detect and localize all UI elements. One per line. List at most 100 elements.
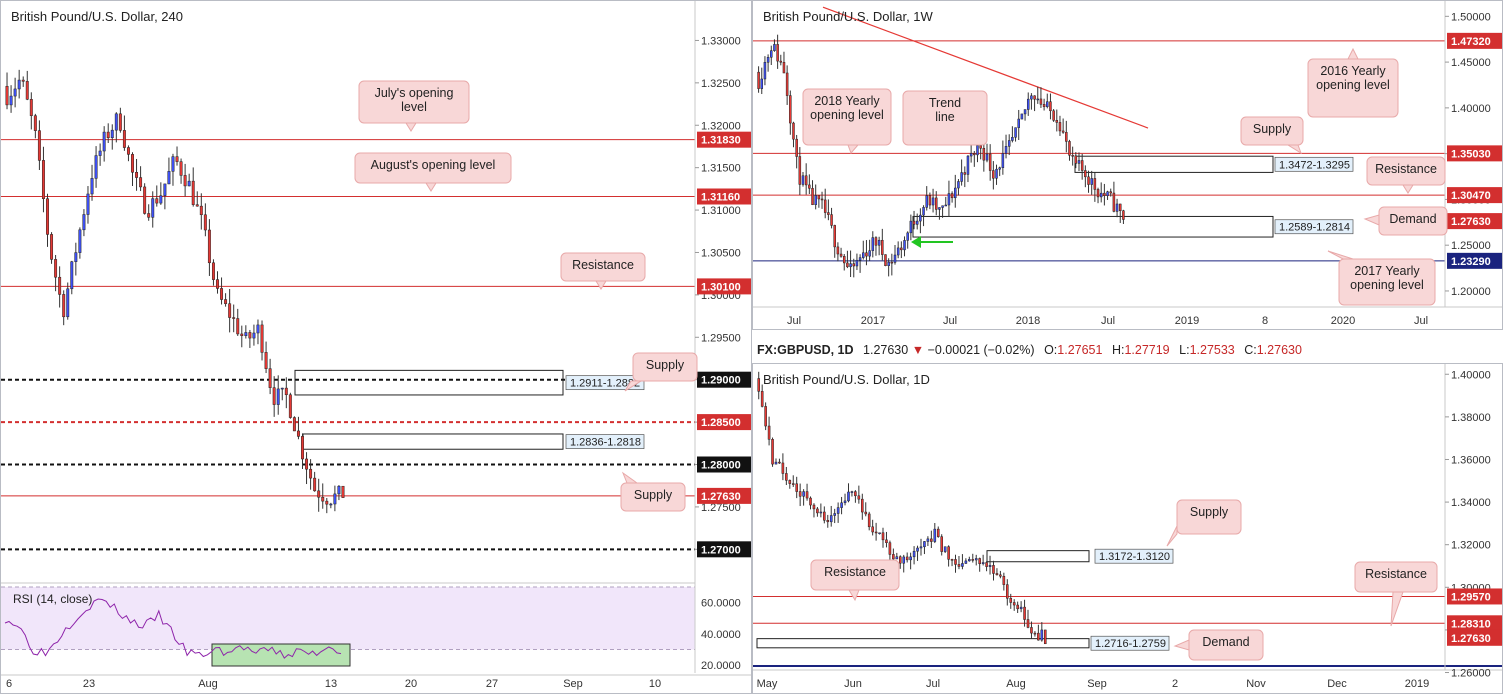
down-arrow-icon: ▼ [911,343,925,357]
weekly-chart[interactable]: 1.3472-1.3295 1.2589-1.2814 1.50000 1.45000… [753,1,1503,330]
candle-body [1009,598,1013,603]
time-tick-label: 2019 [1175,315,1199,327]
candle-body [888,542,892,555]
weekly-chart-panel[interactable]: 1.3472-1.3295 1.2589-1.2814 1.50000 1.45000… [752,0,1503,330]
candle-body [1103,192,1106,196]
callout-trendline-text: Trend [929,96,961,110]
candle-body [268,368,272,388]
callout-july-opening-text: level [401,100,427,114]
candle-body [773,44,776,51]
candle-body [325,500,329,505]
zone-rect [756,638,1090,649]
callout-resistance-left-text: Resistance [824,565,886,579]
candle-body [930,538,933,542]
candle-body [33,115,37,131]
candle-body [94,155,98,179]
candle-body [106,131,110,139]
candle-body [46,198,49,235]
candle-body [852,263,856,267]
candle-body [126,147,130,155]
candle-body [839,253,843,257]
h4-chart-title: British Pound/U.S. Dollar, 240 [11,9,183,24]
candle-body [906,232,909,241]
candle-body [155,198,159,204]
candle-body [776,44,779,62]
callout-2016-opening-text: 2016 Yearly [1320,64,1386,78]
candle-body [1058,122,1062,132]
symbol-header: FX:GBPUSD, 1D 1.27630 ▼ −0.00021 (−0.02%… [757,343,1502,361]
price-label: 1.47320 [1451,36,1491,48]
candle-body [816,508,819,514]
candle-body [74,252,78,262]
price-tick-label: 1.32500 [701,78,741,90]
candle-body [1043,629,1047,645]
candle-body [964,560,968,564]
candle-body [836,246,840,255]
candle-body [321,496,325,502]
candle-body [757,71,760,89]
h4-chart[interactable]: 1.2911-1.2882 1.2836-1.2818 RSI (14, close… [1,1,752,694]
callout-demand-pointer [1173,639,1190,651]
candle-body [954,559,957,565]
callout-supply [1240,116,1304,146]
candle-body [934,197,938,210]
candle-body [847,491,850,502]
open-label: O: [1044,343,1058,357]
price-tick-label: 1.26000 [1451,668,1491,680]
candle-body [329,503,333,506]
candle-body [999,574,1002,577]
candle-body [985,153,989,161]
candle-body [1023,109,1027,115]
zone-label-box [1090,635,1170,651]
candle-body [947,193,951,206]
candle-body [811,188,814,205]
callout-resistance-left-pointer [848,589,860,602]
candle-body [301,436,304,460]
candle-body [912,220,916,225]
daily-chart-title: British Pound/U.S. Dollar, 1D [763,372,930,387]
price-tick-label: 1.50000 [1451,11,1491,23]
candle-body [782,61,786,74]
candle-body [979,145,982,149]
candle-body [211,262,215,280]
candle-body [1093,178,1097,190]
daily-chart-panel[interactable]: 1.3172-1.3120 1.2716-1.2759 1.40000 1.38000… [752,363,1503,694]
low-label: L: [1179,343,1190,357]
candle-body [9,95,13,106]
callout-2018-opening-pointer [847,144,860,154]
price-label: 1.28310 [1451,618,1491,630]
candle-body [25,81,29,100]
price-label: 1.30470 [1451,190,1491,202]
weekly-chart-title: British Pound/U.S. Dollar, 1W [763,9,933,24]
time-tick-label: Jul [787,315,801,327]
candle-body [895,556,899,560]
zone-label: 1.3172-1.3120 [1099,551,1170,563]
price-label-box [1447,145,1502,162]
candle-body [1049,101,1052,112]
candle-body [1042,104,1046,107]
price-tick-label: 1.30500 [701,247,741,259]
callout-trendline [902,90,988,146]
candle-body [1112,192,1116,212]
time-tick-label: Dec [1327,678,1347,690]
price-label-box [697,188,751,205]
price-label: 1.27630 [701,491,741,503]
candle-body [778,461,781,464]
candle-body [915,220,919,225]
candle-body [264,352,268,369]
candle-body [919,214,922,222]
trend-line-resistance [822,6,1149,129]
candle-body [829,515,833,523]
candle-body [66,288,70,318]
h4-chart-panel[interactable]: 1.2911-1.2882 1.2836-1.2818 RSI (14, close… [0,0,752,694]
zone-label: 1.3472-1.3295 [1279,159,1350,171]
zone-label-box [565,434,645,449]
price-tick-label: 1.38000 [1451,412,1491,424]
candle-body [1007,140,1011,147]
time-tick-label: May [757,678,778,690]
candle-body [966,155,970,175]
candle-body [29,99,33,116]
candle-body [171,156,175,172]
daily-chart[interactable]: 1.3172-1.3120 1.2716-1.2759 1.40000 1.38000… [753,364,1503,694]
candle-body [947,546,950,560]
